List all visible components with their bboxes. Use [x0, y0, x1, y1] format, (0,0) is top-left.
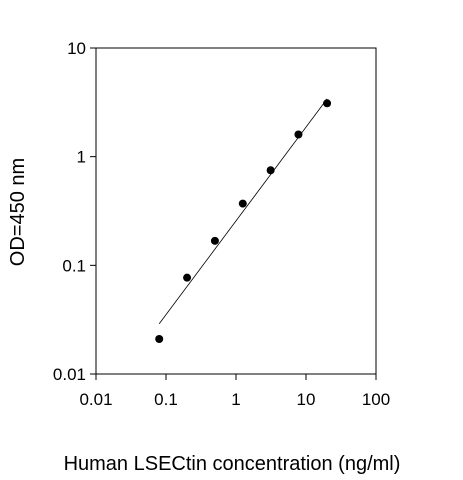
data-points: [155, 99, 332, 343]
axis-labels: Human LSECtin concentration (ng/ml) OD=4…: [7, 158, 400, 475]
data-point: [183, 273, 192, 282]
data-point: [294, 130, 303, 139]
x-axis-label: Human LSECtin concentration (ng/ml): [64, 453, 401, 475]
x-tick-label: 100: [362, 390, 390, 409]
data-point: [155, 334, 164, 343]
data-point: [323, 99, 332, 108]
y-tick-label: 0.01: [53, 365, 86, 384]
y-axis-label: OD=450 nm: [7, 158, 29, 266]
plot-border: [95, 47, 377, 375]
x-tick-label: 0.1: [154, 390, 178, 409]
data-point: [266, 166, 275, 175]
data-point: [210, 236, 219, 245]
x-tick-label: 10: [297, 390, 316, 409]
x-tick-label: 1: [231, 390, 240, 409]
y-tick-label: 0.1: [62, 256, 86, 275]
y-tick-label: 10: [67, 39, 86, 58]
x-tick-label: 0.01: [79, 390, 112, 409]
plot-frame: [95, 47, 377, 375]
axis-ticks: 0.01 0.1 1 10 0.01 0.1 1 10 100: [53, 39, 390, 409]
y-tick-label: 1: [77, 148, 86, 167]
data-point: [238, 199, 247, 208]
